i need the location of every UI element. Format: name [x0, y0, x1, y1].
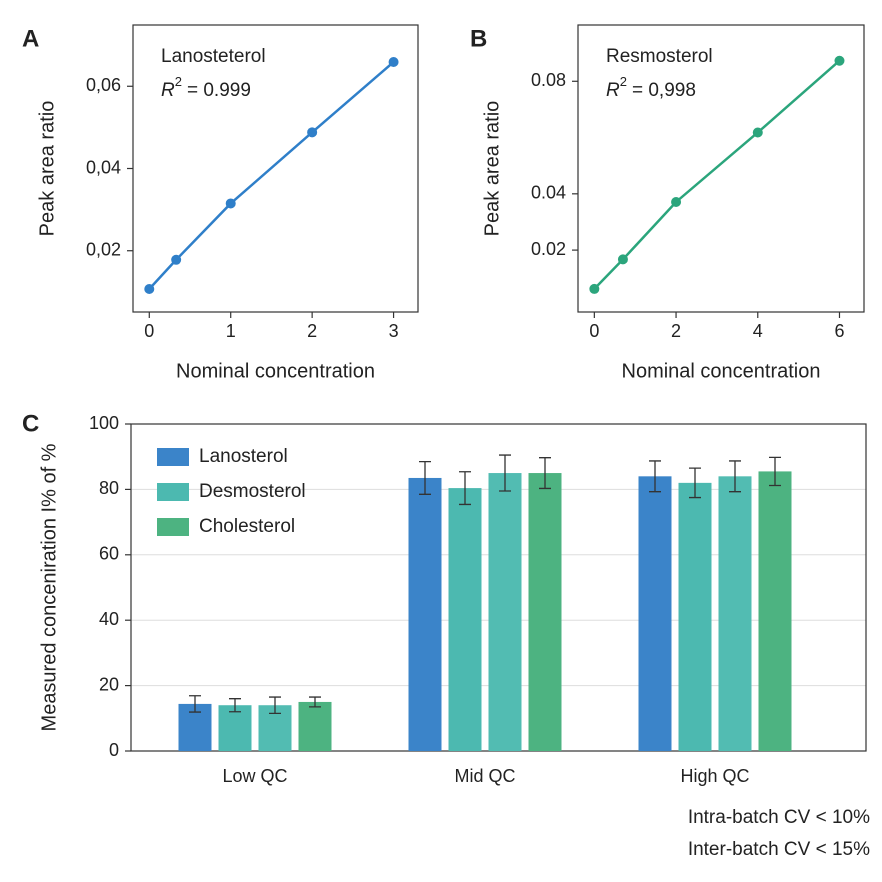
data-point [307, 127, 318, 138]
x-axis-label: Nominal concentration [622, 360, 821, 382]
legend-label: Cholesterol [199, 516, 295, 537]
error-bar [539, 457, 551, 490]
y-tick-label: 80 [99, 478, 119, 498]
bar [448, 488, 482, 751]
panel-label: C [22, 410, 39, 437]
y-tick-label: 0,02 [86, 239, 121, 259]
data-point [144, 283, 155, 294]
error-bar [189, 695, 201, 713]
bar [678, 482, 712, 751]
legend-label: Desmosterol [199, 481, 306, 502]
bar [218, 705, 252, 751]
data-point [388, 57, 399, 68]
y-axis-label: Measured conceniration I% of % [38, 443, 60, 731]
error-bar [459, 471, 471, 506]
plot-frame [577, 24, 865, 313]
error-bar [689, 467, 701, 499]
y-tick-label: 60 [99, 544, 119, 564]
bar [718, 476, 752, 751]
x-tick-label: 6 [834, 321, 844, 341]
annotation-name: Lanosteterol [161, 46, 266, 67]
data-point [752, 127, 763, 138]
error-bar [269, 696, 281, 715]
x-tick-label: 0 [589, 321, 599, 341]
panel-label: B [470, 25, 487, 52]
x-axis-label: Nominal concentration [176, 360, 375, 382]
r-exponent: 2 [175, 74, 182, 89]
y-tick-label: 0 [109, 740, 119, 760]
error-bar [729, 460, 741, 493]
data-point [834, 55, 845, 66]
x-tick-label: 1 [226, 321, 236, 341]
error-bar [229, 698, 241, 713]
data-point [617, 254, 628, 265]
x-tick-label: 4 [753, 321, 763, 341]
y-tick-label: 0.04 [531, 183, 566, 203]
data-line [148, 61, 395, 290]
legend-swatch [157, 483, 189, 501]
x-tick-label: 2 [671, 321, 681, 341]
data-point [589, 283, 600, 294]
y-tick-label: 40 [99, 609, 119, 629]
note: Intra-batch CV < 10% [688, 807, 870, 828]
y-tick-label: 0,04 [86, 157, 121, 177]
x-tick-label: 0 [144, 321, 154, 341]
bar [488, 473, 522, 751]
note: Inter-batch CV < 15% [688, 839, 870, 860]
r-text: = 0.999 [187, 80, 251, 101]
plot-frame [132, 24, 419, 313]
y-tick-label: 0.08 [531, 70, 566, 90]
bar [528, 473, 562, 751]
error-bar [649, 460, 661, 493]
y-tick-label: 0.02 [531, 239, 566, 259]
bar [298, 701, 332, 751]
annotation-name: Resmosterol [606, 46, 713, 67]
error-bar [499, 454, 511, 492]
bar [638, 476, 672, 751]
bar [408, 477, 442, 751]
x-tick-label: Mid QC [454, 766, 515, 786]
y-tick-label: 100 [89, 413, 119, 433]
annotation-r2: R2 = 0.999 [161, 74, 251, 101]
data-point [671, 196, 682, 207]
error-bar [769, 456, 781, 487]
error-bar [419, 460, 431, 495]
bar [758, 471, 792, 751]
data-point [171, 254, 182, 265]
r-symbol: R [606, 80, 620, 101]
x-tick-label: 2 [307, 321, 317, 341]
y-tick-label: 20 [99, 674, 119, 694]
error-bar [309, 696, 321, 708]
data-point [225, 198, 236, 209]
r-exponent: 2 [620, 74, 627, 89]
y-tick-label: 0,06 [86, 75, 121, 95]
x-tick-label: Low QC [222, 766, 287, 786]
legend-swatch [157, 518, 189, 536]
legend-label: Lanosterol [199, 446, 288, 467]
panel-label: A [22, 25, 39, 52]
r-text: = 0,998 [632, 80, 696, 101]
r-symbol: R [161, 80, 175, 101]
x-tick-label: High QC [680, 766, 749, 786]
x-tick-label: 3 [389, 321, 399, 341]
annotation-r2: R2 = 0,998 [606, 74, 696, 101]
y-axis-label: Peak area ratio [36, 101, 58, 237]
y-axis-label: Peak area ratio [481, 101, 503, 237]
legend-swatch [157, 448, 189, 466]
